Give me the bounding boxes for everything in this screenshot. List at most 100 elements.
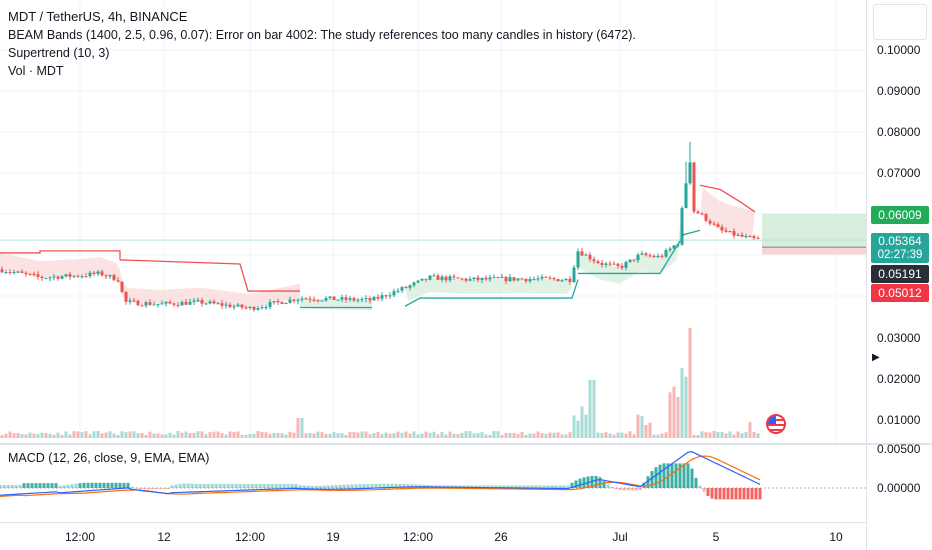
candle-body (300, 298, 304, 300)
macd-histogram-bar (718, 488, 722, 500)
volume-bar (520, 431, 524, 438)
macd-histogram-bar (402, 484, 406, 488)
volume-bar (716, 431, 720, 438)
supertrend-legend[interactable]: Supertrend (10, 3) (8, 46, 110, 60)
candle-body (152, 304, 156, 306)
macd-legend[interactable]: MACD (12, 26, close, 9, EMA, EMA) (8, 451, 210, 465)
volume-bar (164, 434, 168, 438)
volume-bar (364, 431, 368, 438)
time-axis[interactable]: 12:00 12 12:00 19 12:00 26 Jul 5 10 (0, 522, 866, 550)
candle-body (564, 278, 568, 281)
candle-body (336, 299, 340, 301)
volume-bar (740, 433, 744, 438)
volume-bar (744, 431, 748, 438)
candle-body (468, 278, 472, 281)
time-label: 12:00 (234, 530, 266, 544)
volume-bar (756, 433, 760, 438)
beam-bands-legend[interactable]: BEAM Bands (1400, 2.5, 0.96, 0.07): Erro… (8, 28, 636, 42)
macd-histogram-bar (190, 483, 194, 488)
candle-body (444, 276, 448, 281)
candle-body (604, 263, 608, 265)
candle-body (388, 295, 392, 297)
candle-body (524, 278, 528, 282)
candle-body (652, 255, 656, 258)
candle-body (352, 298, 356, 301)
macd-histogram-bar (550, 485, 554, 488)
volume-bar (600, 433, 604, 438)
macd-histogram-bar (658, 464, 662, 488)
time-label: 12:00 (64, 530, 96, 544)
volume-bar (176, 431, 180, 438)
macd-histogram-bar (294, 483, 298, 488)
macd-histogram-bar (374, 483, 378, 488)
price-axis[interactable]: 0.10000 0.09000 0.08000 0.07000 0.03000 … (866, 0, 932, 550)
volume-bar (48, 433, 52, 438)
candle-body (72, 275, 76, 277)
macd-histogram-bar (410, 484, 414, 488)
candle-body (476, 277, 480, 280)
volume-bar (624, 433, 628, 438)
candle-body (188, 301, 192, 305)
volume-bar (516, 433, 520, 438)
candle-body (500, 276, 504, 279)
symbol-legend[interactable]: MDT / TetherUS, 4h, BINANCE (8, 9, 188, 24)
candle-body (312, 299, 316, 301)
macd-histogram-bar (414, 484, 418, 488)
volume-bar (64, 431, 68, 438)
candle-body (580, 251, 584, 256)
macd-histogram-bar (26, 483, 30, 488)
volume-bar (124, 432, 128, 438)
candle-body (360, 299, 364, 301)
macd-histogram-bar (758, 488, 762, 500)
volume-bar (372, 433, 376, 438)
candle-body (240, 304, 244, 308)
chevron-right-icon[interactable]: ▶ (872, 352, 880, 363)
candle-body (736, 234, 740, 236)
candle-body (492, 277, 496, 279)
volume-bar (636, 414, 640, 438)
volume-bar (460, 432, 464, 438)
candle-body (192, 300, 196, 302)
candle-body (96, 271, 100, 274)
macd-histogram-bar (14, 485, 18, 488)
macd-histogram-bar (466, 485, 470, 488)
candle-body (200, 300, 204, 304)
macd-histogram-bar (74, 483, 78, 488)
macd-histogram-bar (526, 485, 530, 488)
macd-histogram-bar (646, 476, 650, 488)
macd-pane[interactable]: MACD (12, 26, close, 9, EMA, EMA) (0, 445, 866, 522)
supertrend-up-fill (578, 209, 684, 284)
candlestick-chart[interactable] (0, 0, 866, 443)
time-label: 12 (157, 530, 171, 544)
candle-body (408, 285, 412, 288)
macd-histogram-bar (214, 483, 218, 488)
volume-bar (548, 432, 552, 438)
macd-histogram-bar (174, 484, 178, 488)
volume-bar (664, 432, 668, 438)
macd-histogram-bar (710, 488, 714, 499)
candle-body (364, 298, 368, 300)
volume-legend[interactable]: Vol · MDT (8, 64, 64, 78)
scale-settings-box[interactable] (873, 4, 927, 40)
volume-bar (104, 432, 108, 438)
macd-histogram-bar (518, 485, 522, 488)
macd-histogram-bar (750, 488, 754, 500)
candle-body (12, 272, 16, 274)
macd-histogram-bar (314, 485, 318, 488)
main-chart-pane[interactable]: MDT / TetherUS, 4h, BINANCE BEAM Bands (… (0, 0, 866, 443)
volume-bar (500, 434, 504, 438)
volume-bar (180, 432, 184, 438)
candle-body (528, 279, 532, 282)
candle-body (140, 305, 144, 307)
volume-bar (360, 431, 364, 438)
volume-bar (56, 432, 60, 438)
volume-bar (468, 431, 472, 438)
macd-histogram-bar (570, 482, 574, 488)
candle-body (196, 300, 200, 302)
us-flag-icon[interactable] (766, 414, 786, 434)
volume-bar (436, 434, 440, 438)
candle-body (424, 278, 428, 280)
macd-histogram-bar (254, 483, 258, 488)
pane-divider[interactable] (0, 443, 932, 445)
macd-histogram-bar (114, 482, 118, 488)
